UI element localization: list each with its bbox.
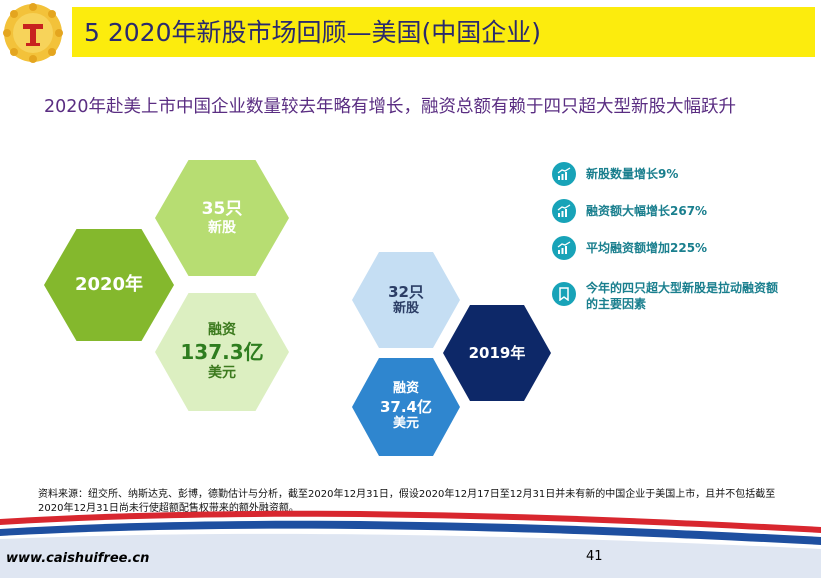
new-stocks-2019-label: 新股 [392,301,419,317]
funding-2019-value: 37.4亿 [379,397,432,416]
bullet-text: 新股数量增长9% [586,167,679,181]
funding-2020-label: 融资 [208,322,236,338]
funding-2020-hexagon: 融资 137.3亿 美元 [155,293,289,411]
page-title: 5 2020年新股市场回顾—美国(中国企业) [84,18,541,47]
new-stocks-2019-hexagon: 32只 新股 [352,252,460,348]
growth-chart-icon [552,199,576,223]
new-stocks-2020-hexagon: 35只 新股 [155,160,289,276]
new-stocks-2019-count: 32只 [388,282,424,301]
title-bar [72,7,815,57]
year-2020-hexagon: 2020年 [44,229,174,341]
funding-2019-unit: 美元 [392,416,419,432]
bullet-text: 融资额大幅增长267% [586,204,708,218]
year-2019-label: 2019年 [468,343,526,362]
page-number: 41 [586,549,603,564]
funding-2019-hexagon: 融资 37.4亿 美元 [352,358,460,456]
new-stocks-2020-label: 新股 [208,219,236,236]
funding-2019-label: 融资 [392,381,419,397]
year-2020-label: 2020年 [74,273,144,295]
page-subtitle: 2020年赴美上市中国企业数量较去年略有增长，融资总额有赖于四只超大型新股大幅跃… [44,97,737,117]
growth-chart-icon [552,162,576,186]
footer-url: www.caishuifree.cn [6,551,150,566]
bullet-text: 今年的四只超大型新股是拉动融资额的主要因素 [586,281,779,312]
year-2019-hexagon: 2019年 [443,305,551,401]
company-logo [2,2,64,64]
funding-2020-unit: 美元 [208,364,236,381]
bullet-item-funding-growth: 融资额大幅增长267% [552,199,707,223]
funding-2020-value: 137.3亿 [180,339,264,364]
growth-chart-icon [552,236,576,260]
bullet-text: 平均融资额增加225% [586,241,708,255]
bullet-item-key-factor: 今年的四只超大型新股是拉动融资额的主要因素 [552,281,782,312]
new-stocks-2020-count: 35只 [201,198,243,219]
footer-wave-decoration [0,510,821,578]
bullet-item-average-funding: 平均融资额增加225% [552,236,707,260]
bullet-item-count-growth: 新股数量增长9% [552,162,678,186]
source-note: 资料来源：纽交所、纳斯达克、彭博，德勤估计与分析，截至2020年12月31日，假… [38,489,776,514]
bookmark-icon [552,282,576,306]
